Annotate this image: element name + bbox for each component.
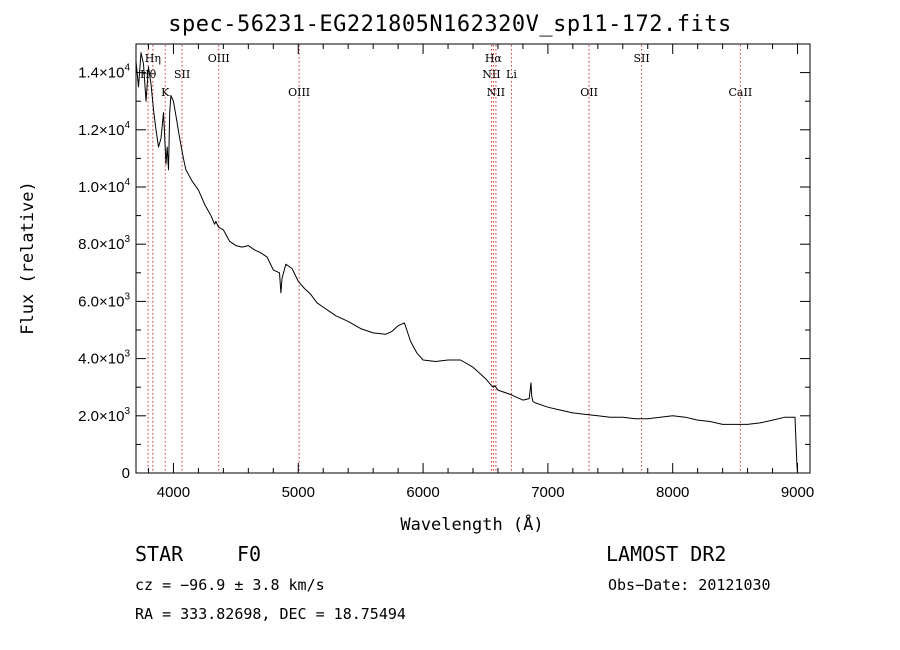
y-tick-label: 4.0×103 [78,349,130,368]
object-type: STAR [135,542,184,566]
redshift-cz: cz = −96.9 ± 3.8 km/s [135,576,325,594]
x-tick-label: 7000 [531,484,564,501]
spectral-subclass: F0 [237,542,262,566]
spectral-line-label: NII [482,68,500,81]
spectral-line-label: NII [487,86,505,99]
x-axis-label: Wavelength (Å) [400,513,543,535]
x-tick-label: 5000 [282,484,315,501]
spectral-line-label: CaII [729,86,753,99]
x-tick-label: 8000 [656,484,689,501]
spectral-line-label: SII [174,68,190,81]
x-tick-label: 9000 [781,484,814,501]
y-tick-label: 6.0×103 [78,291,130,310]
spectral-line-markers [147,45,741,472]
survey-name: LAMOST DR2 [606,542,727,566]
x-tick-label: 4000 [157,484,190,501]
spectral-line-label: Li [506,68,517,81]
y-tick-label: 2.0×103 [78,406,130,425]
y-tick-label: 8.0×103 [78,234,130,253]
y-axis-label: Flux (relative) [18,181,38,335]
y-tick-label: 1.4×104 [78,63,130,82]
spectral-line-label: OIII [208,52,230,65]
observation-date: Obs−Date: 20121030 [608,576,771,594]
spectral-line-label: OII [580,86,598,99]
spectral-line-label: OIII [288,86,310,99]
spectral-line-label: Hη [145,52,161,65]
chart-title: spec-56231-EG221805N162320V_sp11-172.fit… [168,12,732,37]
coordinates: RA = 333.82698, DEC = 18.75494 [135,605,406,623]
spectrum-series [135,52,798,474]
spectrum-line [135,52,798,474]
y-tick-label: 0 [122,465,130,482]
y-tick-label: 1.0×104 [78,177,130,196]
x-tick-label: 6000 [406,484,439,501]
spectral-line-label: SII [634,52,650,65]
spectral-line-label: Hα [485,52,503,65]
plot-frame [135,43,811,474]
y-tick-label: 1.2×104 [78,120,130,139]
spectral-line-label: Hθ [140,68,157,81]
spectral-line-label: K [161,86,170,99]
axis-ticks: 4000 5000 6000 7000 8000 9000 0 2.0×103 4.0×103 6… [78,44,814,501]
